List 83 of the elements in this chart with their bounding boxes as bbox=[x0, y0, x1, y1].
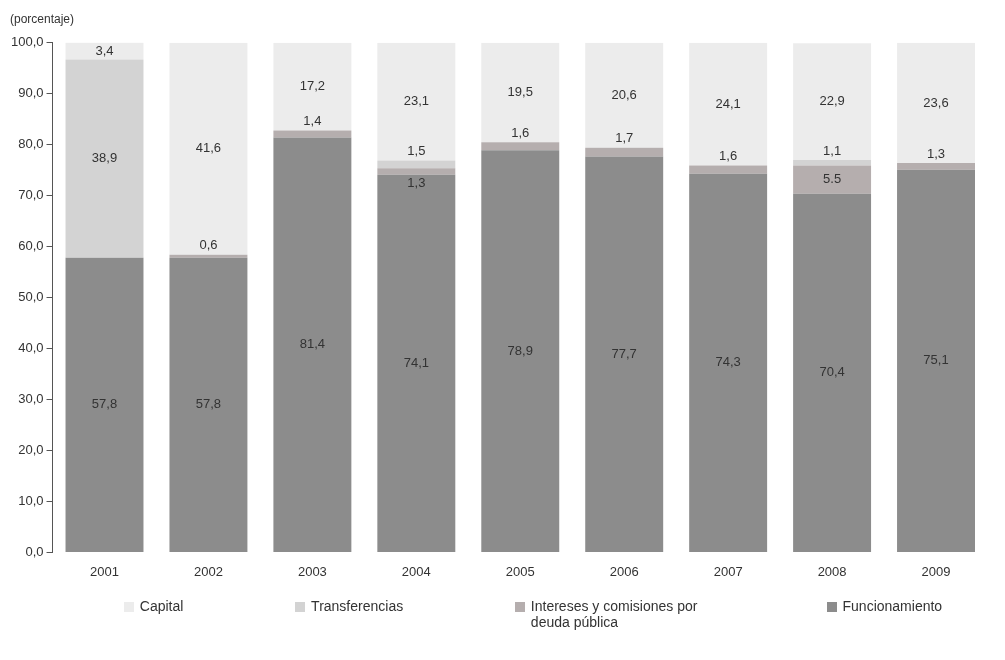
bar bbox=[481, 142, 560, 151]
data-label: 5.5 bbox=[823, 171, 842, 187]
bar bbox=[585, 42, 664, 148]
data-label: 41,6 bbox=[195, 140, 222, 156]
data-label: 1,7 bbox=[615, 130, 634, 146]
bar bbox=[793, 160, 872, 166]
data-label: 78,9 bbox=[507, 342, 533, 358]
data-label: 20,6 bbox=[611, 86, 637, 102]
data-label: 74,1 bbox=[403, 354, 429, 370]
bar bbox=[793, 43, 872, 161]
data-label: 22,9 bbox=[819, 93, 845, 109]
x-tick-label: 2008 bbox=[817, 563, 847, 579]
data-label: 1,5 bbox=[407, 143, 426, 159]
x-tick-label: 2003 bbox=[297, 563, 327, 579]
bar bbox=[377, 160, 456, 169]
y-tick-label: 100,0 bbox=[10, 34, 44, 50]
bar bbox=[897, 169, 976, 552]
bar bbox=[689, 42, 768, 166]
y-tick-label: 70,0 bbox=[18, 187, 44, 203]
bar bbox=[169, 257, 248, 552]
data-label: 81,4 bbox=[299, 336, 326, 352]
bar bbox=[377, 168, 456, 175]
data-label: 1,6 bbox=[511, 124, 530, 140]
legend-label: Intereses y comisiones por deuda pública bbox=[530, 598, 699, 630]
bar bbox=[65, 59, 144, 258]
bar bbox=[689, 173, 768, 552]
data-label: 0,6 bbox=[199, 237, 218, 253]
bar bbox=[585, 156, 664, 552]
data-label: 23,1 bbox=[403, 93, 429, 109]
x-tick-label: 2002 bbox=[193, 563, 223, 579]
y-tick-label: 10,0 bbox=[18, 493, 44, 509]
bar bbox=[273, 137, 352, 552]
y-tick-label: 60,0 bbox=[18, 238, 44, 254]
bar bbox=[273, 130, 352, 138]
legend-label: Transferencias bbox=[311, 598, 404, 614]
y-tick-label: 50,0 bbox=[18, 289, 44, 305]
data-label: 74,3 bbox=[715, 354, 741, 370]
data-label: 24,1 bbox=[715, 95, 741, 111]
legend-label: Funcionamiento bbox=[842, 598, 943, 614]
bar bbox=[65, 42, 144, 60]
data-label: 70,4 bbox=[819, 364, 845, 380]
bar bbox=[169, 42, 248, 255]
bar bbox=[273, 42, 352, 131]
data-label: 1,1 bbox=[823, 142, 842, 158]
bar bbox=[481, 42, 560, 143]
x-tick-label: 2007 bbox=[713, 563, 743, 579]
bar bbox=[377, 174, 456, 552]
x-tick-label: 2009 bbox=[921, 563, 951, 579]
data-label: 75,1 bbox=[923, 352, 949, 368]
bar bbox=[793, 193, 872, 552]
data-label: 1,4 bbox=[303, 113, 322, 129]
bar bbox=[585, 147, 664, 157]
bar bbox=[897, 163, 976, 170]
data-label: 77,7 bbox=[611, 345, 637, 361]
y-tick-label: 40,0 bbox=[18, 340, 44, 356]
y-axis-title: (porcentaje) bbox=[9, 11, 76, 28]
bar bbox=[377, 42, 456, 161]
data-label: 57,8 bbox=[91, 396, 118, 412]
data-label: 23,6 bbox=[923, 94, 949, 110]
x-tick-label: 2006 bbox=[609, 563, 639, 579]
bar bbox=[793, 165, 872, 194]
y-tick-label: 90,0 bbox=[18, 85, 44, 101]
data-label: 19,5 bbox=[507, 84, 533, 100]
data-label: 3,4 bbox=[95, 42, 114, 58]
y-tick-label: 30,0 bbox=[18, 391, 44, 407]
bar bbox=[65, 257, 144, 552]
data-label: 57,8 bbox=[195, 396, 222, 412]
data-label: 38,9 bbox=[91, 150, 118, 166]
y-tick-label: 80,0 bbox=[18, 136, 44, 152]
x-tick-label: 2005 bbox=[505, 563, 535, 579]
data-label: 1,3 bbox=[407, 175, 426, 191]
bar bbox=[481, 150, 560, 552]
y-tick-label: 20,0 bbox=[18, 442, 44, 458]
y-tick-label: 0,0 bbox=[25, 543, 44, 559]
bar bbox=[897, 42, 976, 164]
x-tick-label: 2004 bbox=[401, 563, 431, 579]
bar bbox=[169, 254, 248, 258]
bar bbox=[689, 165, 768, 174]
legend-label: Capital bbox=[139, 598, 184, 614]
data-label: 17,2 bbox=[299, 78, 326, 94]
data-label: 1,6 bbox=[719, 148, 738, 164]
data-label: 1,3 bbox=[926, 145, 946, 161]
x-tick-label: 2001 bbox=[90, 563, 119, 579]
